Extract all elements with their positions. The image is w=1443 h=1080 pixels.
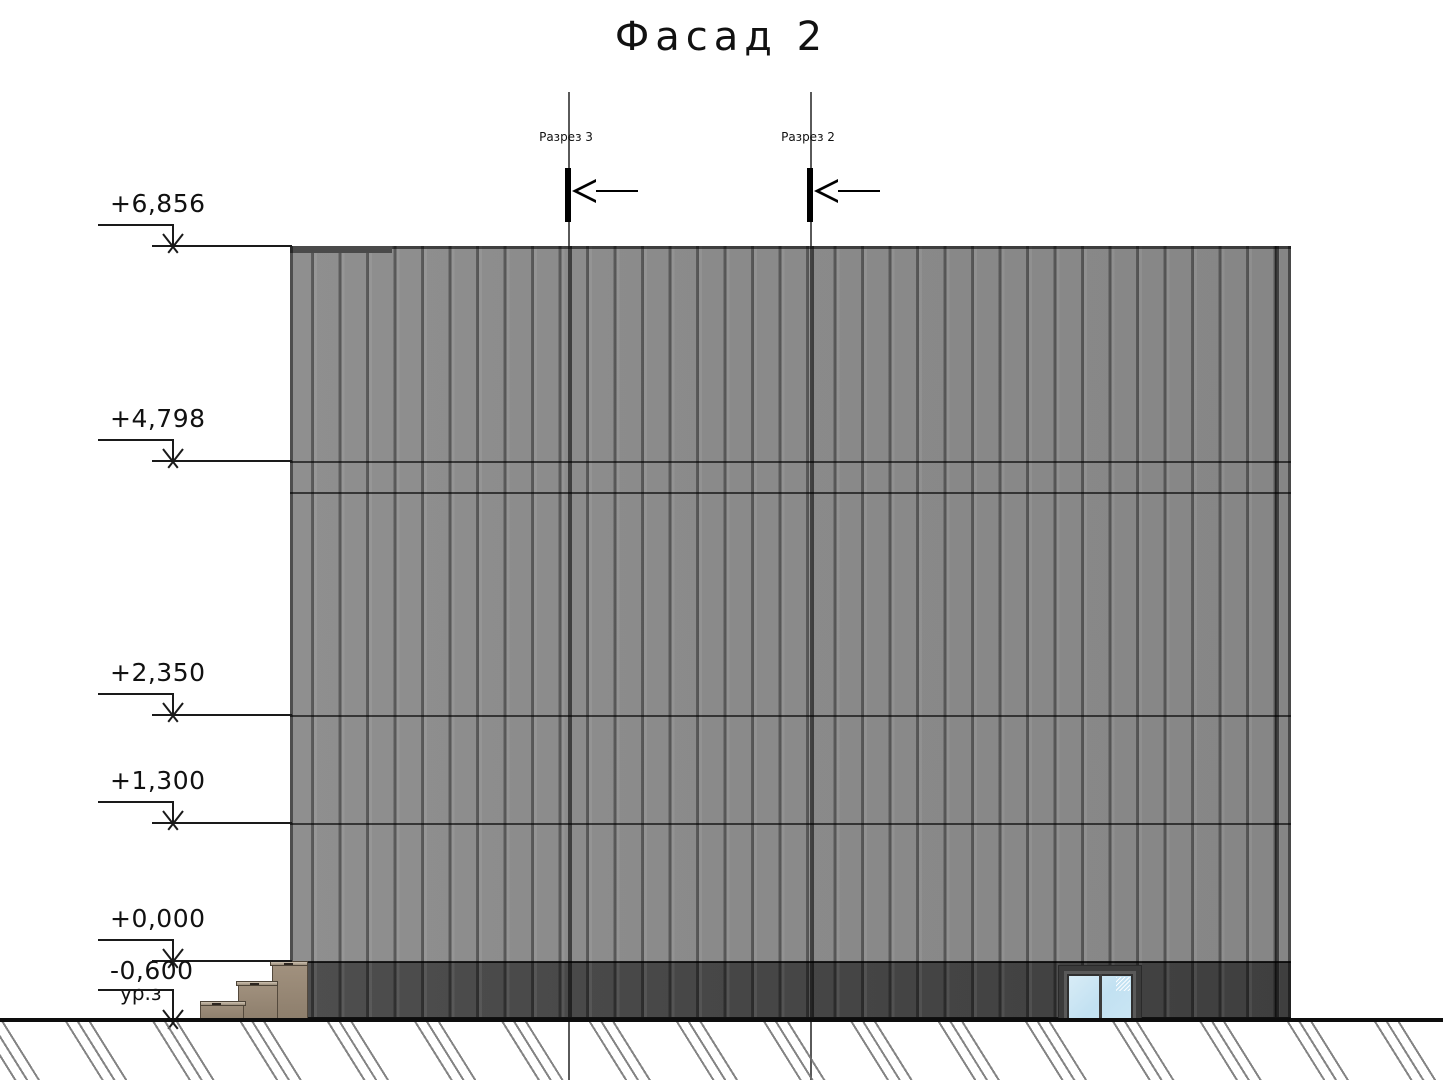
level-arrow-icon bbox=[156, 703, 190, 723]
window[interactable] bbox=[1058, 965, 1142, 1020]
level-witness-6856 bbox=[152, 245, 292, 247]
facade-band-line-2350 bbox=[290, 715, 1291, 717]
facade-band-line-secondary bbox=[290, 492, 1291, 494]
building-elevation bbox=[290, 246, 1291, 1020]
facade-band-line-4798 bbox=[290, 461, 1291, 463]
facade-left-edge bbox=[290, 246, 293, 1020]
roof-cap-band bbox=[290, 246, 392, 253]
level-arrow-icon bbox=[156, 811, 190, 831]
level-marker-6856-value: +6,856 bbox=[110, 189, 206, 218]
roof-edge-line bbox=[290, 246, 1291, 249]
facade-pier-line-1 bbox=[568, 246, 572, 1020]
level-marker-0600-value: -0,600 bbox=[110, 956, 194, 985]
level-shelf-line bbox=[98, 224, 174, 226]
level-marker-2350-value: +2,350 bbox=[110, 658, 206, 687]
ribbed-panel-texture bbox=[290, 246, 1291, 1020]
section-tick-icon bbox=[565, 168, 571, 222]
section-tick-icon bbox=[807, 168, 813, 222]
facade-band-line-0000 bbox=[290, 961, 1291, 963]
page-title: Фасад 2 bbox=[614, 14, 829, 60]
section-arrow-inner-icon bbox=[820, 182, 838, 200]
level-arrow-icon bbox=[156, 449, 190, 469]
facade-right-edge bbox=[1288, 246, 1291, 1020]
level-witness-2350 bbox=[152, 714, 292, 716]
ground-level-line bbox=[0, 1018, 1443, 1022]
level-shelf-line bbox=[98, 801, 174, 803]
step-2-marker bbox=[250, 983, 259, 985]
facade-band-line-plinth-top bbox=[290, 962, 1291, 963]
level-shelf-line bbox=[98, 439, 174, 441]
section-marker-2-label: Разрез 2 bbox=[781, 130, 835, 144]
level-shelf-line bbox=[98, 693, 174, 695]
step-1-marker bbox=[212, 1003, 221, 1005]
level-marker-4798-value: +4,798 bbox=[110, 404, 206, 433]
step-1-nosing bbox=[200, 1001, 246, 1006]
level-witness-1300 bbox=[152, 822, 292, 824]
level-marker-0600-sublabel: ур.з bbox=[120, 981, 162, 1005]
level-witness-0000 bbox=[152, 960, 292, 962]
facade-pier-line-3 bbox=[1275, 246, 1279, 1020]
level-shelf-line bbox=[98, 939, 174, 941]
level-marker-0000-value: +0,000 bbox=[110, 904, 206, 933]
level-shelf-line bbox=[98, 989, 174, 991]
section-leader-line bbox=[836, 190, 880, 192]
level-drop-line bbox=[172, 991, 174, 1018]
entrance-steps bbox=[200, 961, 308, 1021]
facade-pier-line-2 bbox=[810, 246, 814, 1020]
window-reflection-icon bbox=[1116, 977, 1130, 991]
level-arrow-icon bbox=[156, 234, 190, 254]
section-leader-line bbox=[594, 190, 638, 192]
level-marker-1300-value: +1,300 bbox=[110, 766, 206, 795]
facade-wall-upper bbox=[290, 246, 1291, 961]
ground-hatch bbox=[0, 1022, 1443, 1080]
section-arrow-inner-icon bbox=[578, 182, 596, 200]
level-witness-4798 bbox=[152, 460, 292, 462]
facade-band-line-1300 bbox=[290, 823, 1291, 825]
step-3-marker bbox=[284, 963, 293, 965]
section-marker-3-label: Разрез 3 bbox=[539, 130, 593, 144]
window-mullion bbox=[1099, 974, 1102, 1020]
